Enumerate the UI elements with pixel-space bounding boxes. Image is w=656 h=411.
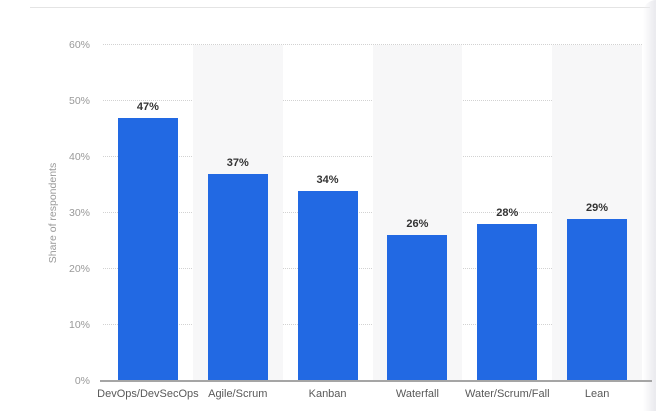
bar[interactable] bbox=[297, 190, 358, 381]
bar-value-label: 29% bbox=[586, 201, 609, 214]
bar-value-label: 47% bbox=[136, 100, 159, 113]
bar[interactable] bbox=[207, 173, 268, 381]
y-tick-label: 60% bbox=[68, 39, 90, 51]
x-axis-label: Agile/Scrum bbox=[208, 388, 268, 400]
bar[interactable] bbox=[387, 235, 448, 381]
plot-column: 29% bbox=[552, 45, 642, 381]
x-axis-label: Lean bbox=[584, 388, 610, 400]
x-axis-line bbox=[100, 380, 652, 382]
gridline-60 bbox=[103, 44, 642, 45]
plot-column: 34% bbox=[283, 45, 373, 381]
y-tick-label: 50% bbox=[68, 95, 90, 107]
y-tick-label: 0% bbox=[74, 375, 90, 387]
bar-value-label: 28% bbox=[496, 207, 519, 220]
bar-value-label: 26% bbox=[406, 218, 429, 231]
bar-value-label: 34% bbox=[316, 173, 339, 186]
page-edge-shadow bbox=[643, 0, 656, 411]
y-tick-label: 40% bbox=[68, 151, 90, 163]
x-axis-label: Waterfall bbox=[395, 388, 439, 400]
x-axis-label: Kanban bbox=[308, 388, 347, 400]
bar-value-label: 37% bbox=[226, 156, 249, 169]
bar[interactable] bbox=[567, 218, 628, 381]
y-tick-label: 10% bbox=[68, 319, 90, 331]
bar[interactable] bbox=[477, 224, 538, 381]
y-tick-label: 20% bbox=[68, 263, 90, 275]
plot-area: 47% 37% 34% 26% 28% 29% bbox=[103, 44, 642, 381]
y-axis-ticks: 0% 10% 20% 30% 40% 50% 60% bbox=[56, 39, 90, 387]
plot-column: 28% bbox=[462, 45, 552, 381]
plot-column: 37% bbox=[192, 45, 283, 381]
top-divider bbox=[30, 7, 650, 8]
x-axis-label: DevOps/DevSecOps bbox=[97, 388, 199, 400]
y-tick-label: 30% bbox=[68, 207, 90, 219]
bar[interactable] bbox=[117, 117, 178, 381]
plot-column: 26% bbox=[372, 45, 463, 381]
plot-column: 47% bbox=[103, 45, 193, 381]
x-axis-label: Water/Scrum/Fall bbox=[464, 388, 550, 400]
x-axis-labels: DevOps/DevSecOps Agile/Scrum Kanban Waterfa… bbox=[97, 388, 642, 404]
